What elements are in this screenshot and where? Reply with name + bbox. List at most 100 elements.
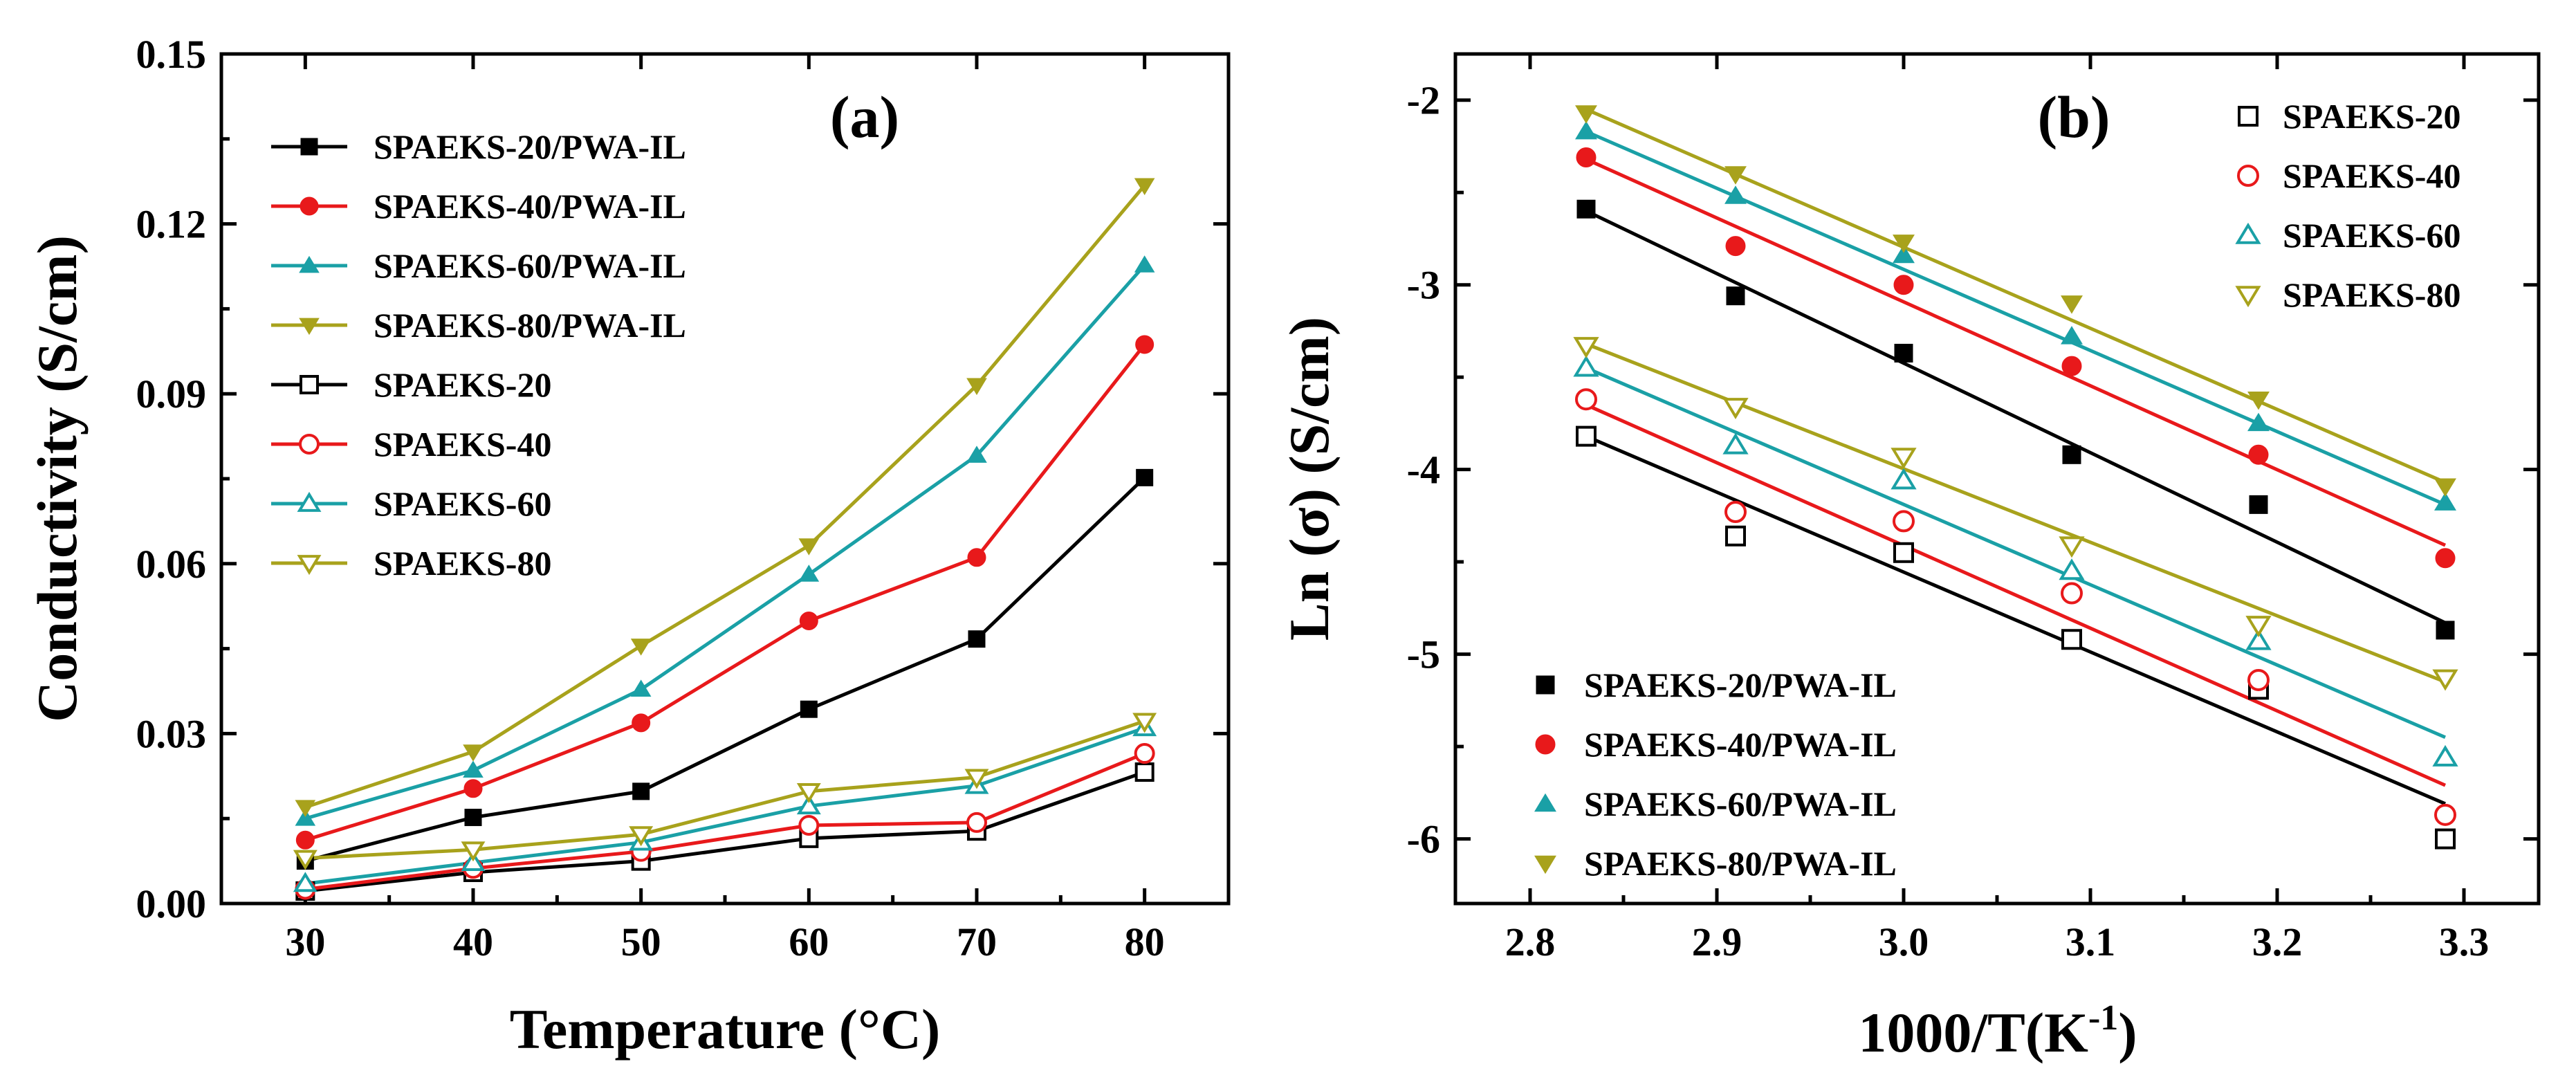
b-x-tick-label: 2.9 xyxy=(1692,919,1742,964)
b-point-spaeks-60 xyxy=(2245,628,2272,650)
b-legend-label-spaeks-40: SPAEKS-40 xyxy=(2283,156,2460,195)
b-point-spaeks-40 xyxy=(2061,582,2083,605)
panel-label-b: (b) xyxy=(2037,84,2110,150)
a-point-spaeks-40 xyxy=(966,812,987,833)
b-x-tick-label: 3.3 xyxy=(2439,919,2490,964)
b-legend-marker-spaeks-20 xyxy=(2238,106,2258,127)
a-legend-label-spaeks-40-pwa-il: SPAEKS-40/PWA-IL xyxy=(374,187,686,226)
b-legend-label-spaeks-20: SPAEKS-20 xyxy=(2283,97,2460,136)
a-line-spaeks-20 xyxy=(305,770,1146,893)
a-legend-label-spaeks-20-pwa-il: SPAEKS-20/PWA-IL xyxy=(374,127,686,166)
b-legend-label-spaeks-80: SPAEKS-80 xyxy=(2283,275,2460,314)
legend-b-open: SPAEKS-20 SPAEKS-40 SPAEKS-60 SPAEKS-80 xyxy=(2235,97,2460,314)
b-point-spaeks-20-pwa-il xyxy=(2062,445,2081,464)
a-legend-marker-spaeks-20 xyxy=(300,375,319,394)
a-legend-marker-spaeks-60 xyxy=(297,491,322,512)
a-point-spaeks-80 xyxy=(293,850,318,870)
a-y-tick-label: 0.09 xyxy=(136,372,207,416)
b-point-spaeks-80-pwa-il xyxy=(2061,295,2083,314)
b-point-spaeks-80 xyxy=(2245,616,2272,638)
b-legend-label-spaeks-40-pwa-il: SPAEKS-40/PWA-IL xyxy=(1584,725,1897,764)
a-point-spaeks-60-pwa-il xyxy=(295,809,316,826)
b-point-spaeks-20-pwa-il xyxy=(1726,286,1745,306)
b-fit-line-spaeks-60 xyxy=(1585,366,2446,740)
b-legend-label-spaeks-20-pwa-il: SPAEKS-20/PWA-IL xyxy=(1584,666,1897,704)
a-series xyxy=(293,178,1157,901)
a-ticks: 30 40 50 60 70 80 0.00 0.03 0.06 0.09 0.12 0.15 xyxy=(136,32,1229,964)
b-point-spaeks-40 xyxy=(2247,668,2270,691)
b-point-spaeks-60-pwa-il xyxy=(1575,120,1597,140)
a-legend-label-spaeks-80: SPAEKS-80 xyxy=(374,544,551,583)
a-y-tick-label: 0.00 xyxy=(136,881,207,926)
a-legend-label-spaeks-60-pwa-il: SPAEKS-60/PWA-IL xyxy=(374,246,686,285)
b-point-spaeks-20 xyxy=(1576,425,1597,447)
x-axis-title-a: Temperature (°C) xyxy=(510,998,941,1061)
b-legend-marker-spaeks-40-pwa-il xyxy=(1535,734,1556,755)
a-point-spaeks-60-pwa-il xyxy=(798,565,820,582)
a-point-spaeks-20-pwa-il xyxy=(464,809,482,827)
b-legend-label-spaeks-80-pwa-il: SPAEKS-80/PWA-IL xyxy=(1584,844,1897,883)
b-legend-marker-spaeks-40 xyxy=(2237,165,2259,187)
x-axis-title-b-sup: -1 xyxy=(2088,998,2118,1038)
a-point-spaeks-80 xyxy=(1132,713,1157,733)
x-axis-title-b-main: 1000/T(K xyxy=(1858,1001,2088,1064)
a-legend-label-spaeks-60: SPAEKS-60 xyxy=(374,484,551,523)
b-point-spaeks-20-pwa-il xyxy=(1576,199,1596,219)
a-point-spaeks-80-pwa-il xyxy=(463,744,484,762)
b-y-tick-label: -6 xyxy=(1407,817,1440,862)
b-point-spaeks-80 xyxy=(1890,448,1917,470)
a-x-tick-label: 80 xyxy=(1125,919,1165,964)
a-line-spaeks-80-pwa-il xyxy=(304,184,1146,809)
b-point-spaeks-60 xyxy=(1573,355,1599,377)
a-point-spaeks-20 xyxy=(1134,762,1154,782)
b-point-spaeks-20-pwa-il xyxy=(2436,621,2455,640)
a-point-spaeks-80 xyxy=(461,841,486,862)
a-legend-marker-spaeks-40 xyxy=(299,434,320,455)
a-point-spaeks-40 xyxy=(1134,743,1155,764)
b-x-tick-label: 2.8 xyxy=(1505,919,1556,964)
b-point-spaeks-40 xyxy=(1893,510,1915,533)
a-x-tick-label: 60 xyxy=(789,919,829,964)
b-point-spaeks-80-pwa-il xyxy=(1893,235,1915,253)
b-series xyxy=(1573,105,2458,850)
b-point-spaeks-40-pwa-il xyxy=(2435,548,2456,569)
a-point-spaeks-80-pwa-il xyxy=(630,639,652,656)
y-axis-title-b: Ln (σ) (S/cm) xyxy=(1278,317,1341,641)
a-point-spaeks-60 xyxy=(293,872,318,892)
b-point-spaeks-20-pwa-il xyxy=(2249,495,2268,514)
b-point-spaeks-40-pwa-il xyxy=(1893,275,1914,295)
b-point-spaeks-40-pwa-il xyxy=(1576,147,1597,167)
a-legend-label-spaeks-20: SPAEKS-20 xyxy=(374,365,551,404)
b-legend-marker-spaeks-20-pwa-il xyxy=(1536,675,1555,695)
a-point-spaeks-60 xyxy=(461,850,486,871)
a-x-tick-label: 70 xyxy=(957,919,997,964)
a-point-spaeks-20-pwa-il xyxy=(1136,468,1154,486)
b-y-tick-label: -2 xyxy=(1407,78,1440,123)
a-point-spaeks-20-pwa-il xyxy=(968,630,986,648)
a-point-spaeks-20-pwa-il xyxy=(632,782,650,800)
a-point-spaeks-40-pwa-il xyxy=(632,713,651,733)
a-legend-label-spaeks-80-pwa-il: SPAEKS-80/PWA-IL xyxy=(374,306,686,345)
b-point-spaeks-60 xyxy=(2432,744,2458,767)
a-x-tick-label: 30 xyxy=(285,919,325,964)
b-point-spaeks-20 xyxy=(1725,525,1746,547)
b-point-spaeks-20 xyxy=(2061,629,2082,650)
b-point-spaeks-60 xyxy=(1890,468,1917,490)
a-point-spaeks-60 xyxy=(796,794,821,815)
b-fit-line-spaeks-60-pwa-il xyxy=(1585,129,2446,506)
b-point-spaeks-80 xyxy=(2432,669,2458,691)
b-point-spaeks-60-pwa-il xyxy=(2247,412,2270,432)
a-y-tick-label: 0.03 xyxy=(136,711,207,756)
a-point-spaeks-80-pwa-il xyxy=(1134,178,1155,196)
a-y-tick-label: 0.15 xyxy=(136,32,207,77)
a-point-spaeks-80 xyxy=(796,783,821,803)
a-legend-marker-spaeks-60-pwa-il xyxy=(299,255,320,273)
b-point-spaeks-20-pwa-il xyxy=(1894,343,1913,363)
a-line-spaeks-40 xyxy=(305,751,1146,892)
panel-label-a: (a) xyxy=(830,84,899,150)
b-legend-label-spaeks-60-pwa-il: SPAEKS-60/PWA-IL xyxy=(1584,785,1897,823)
a-point-spaeks-80 xyxy=(964,769,989,789)
legend-a: SPAEKS-20/PWA-IL SPAEKS-40/PWA-IL SPAEKS-6… xyxy=(271,127,686,583)
b-point-spaeks-80-pwa-il xyxy=(1575,105,1597,124)
panel-a: 30 40 50 60 70 80 0.00 0.03 0.06 0.09 0.12 0.15 (a)… xyxy=(26,32,1231,1061)
